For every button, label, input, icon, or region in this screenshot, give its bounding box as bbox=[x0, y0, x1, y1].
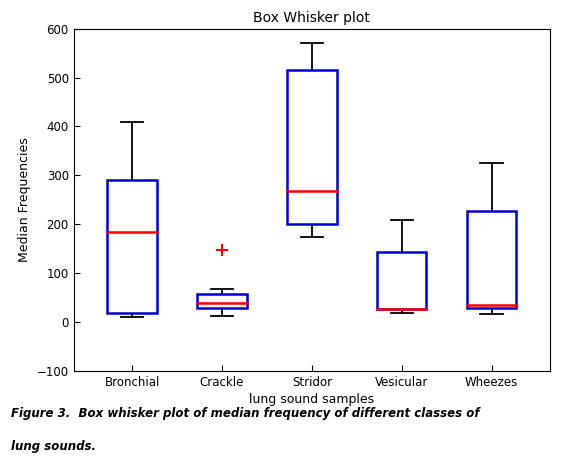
Bar bbox=[107, 180, 157, 313]
X-axis label: lung sound samples: lung sound samples bbox=[249, 393, 374, 407]
Y-axis label: Median Frequencies: Median Frequencies bbox=[18, 138, 31, 262]
Bar bbox=[377, 252, 426, 308]
Bar bbox=[467, 211, 517, 307]
Bar bbox=[287, 70, 337, 224]
Bar bbox=[197, 294, 247, 307]
Text: lung sounds.: lung sounds. bbox=[11, 440, 96, 453]
Text: Figure 3.  Box whisker plot of median frequency of different classes of: Figure 3. Box whisker plot of median fre… bbox=[11, 407, 480, 420]
Title: Box Whisker plot: Box Whisker plot bbox=[253, 10, 370, 25]
